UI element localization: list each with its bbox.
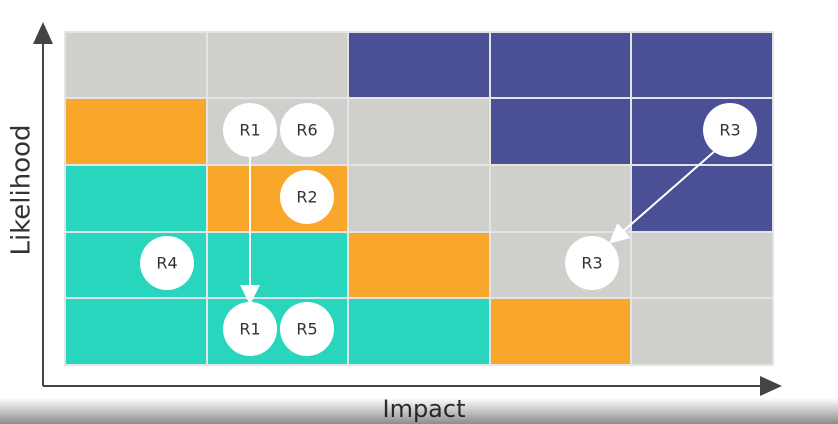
risk-circle xyxy=(280,302,334,356)
cell xyxy=(206,231,349,299)
risk-circle xyxy=(223,103,277,157)
risk-label: R4 xyxy=(156,254,177,273)
cell xyxy=(347,297,491,366)
cell xyxy=(347,164,491,233)
risk-label: R3 xyxy=(719,121,740,140)
cell xyxy=(347,31,491,99)
risk-markers: R1 R6 R2 R4 R3 R3 R1 R5 xyxy=(140,103,757,356)
risk-label: R6 xyxy=(296,121,317,140)
cell xyxy=(64,31,208,99)
arrow xyxy=(608,149,717,244)
risk-circle xyxy=(280,103,334,157)
cell xyxy=(489,297,632,366)
movement-arrows xyxy=(240,149,717,305)
risk-marker: R1 xyxy=(223,103,277,157)
risk-marker: R5 xyxy=(280,302,334,356)
risk-label: R1 xyxy=(239,320,260,339)
risk-circle xyxy=(280,170,334,224)
cell xyxy=(64,97,208,166)
risk-marker: R1 xyxy=(223,302,277,356)
cell xyxy=(64,297,208,366)
cell xyxy=(206,31,349,99)
risk-label: R2 xyxy=(296,188,317,207)
risk-marker: R6 xyxy=(280,103,334,157)
cell xyxy=(489,97,632,166)
cell xyxy=(630,164,774,233)
risk-marker: R4 xyxy=(140,236,194,290)
cell xyxy=(489,31,632,99)
cell xyxy=(347,231,491,299)
risk-label: R1 xyxy=(239,121,260,140)
risk-marker: R3 xyxy=(565,236,619,290)
cell xyxy=(630,297,774,366)
cell xyxy=(347,97,491,166)
cell xyxy=(630,231,774,299)
risk-circle xyxy=(140,236,194,290)
risk-circle xyxy=(565,236,619,290)
matrix-cells xyxy=(64,31,774,366)
risk-label: R3 xyxy=(581,254,602,273)
bottom-shade xyxy=(0,398,838,424)
cell xyxy=(489,164,632,233)
risk-label: R5 xyxy=(296,320,317,339)
risk-circle xyxy=(703,103,757,157)
risk-circle xyxy=(223,302,277,356)
cell xyxy=(630,31,774,99)
y-axis-label: Likelihood xyxy=(7,124,37,255)
cell xyxy=(64,164,208,233)
risk-marker: R2 xyxy=(280,170,334,224)
risk-marker: R3 xyxy=(703,103,757,157)
